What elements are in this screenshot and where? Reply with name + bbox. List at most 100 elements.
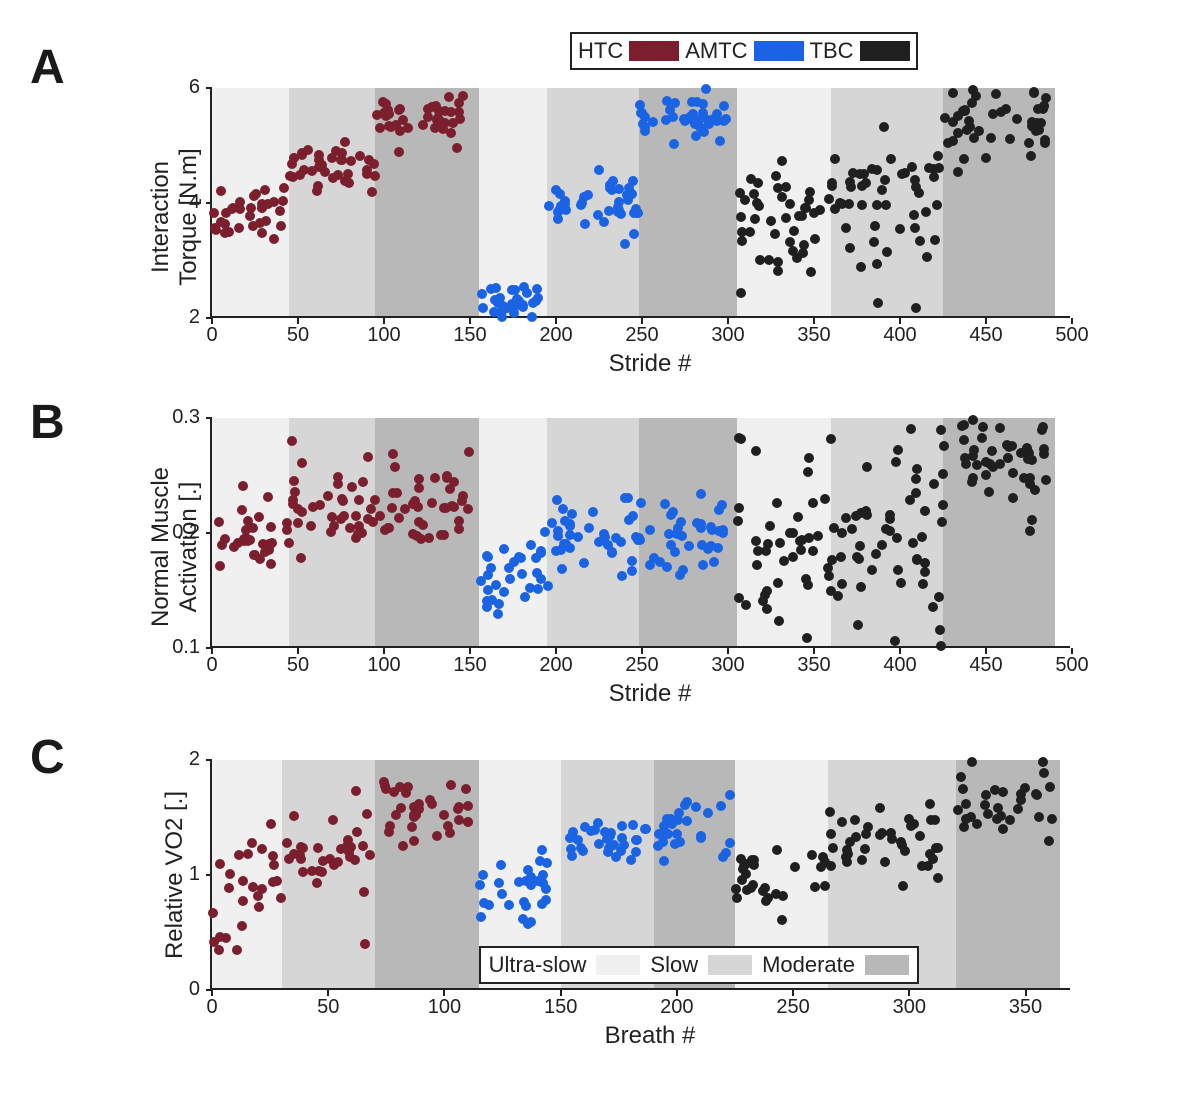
data-point xyxy=(350,855,360,865)
data-point xyxy=(667,819,677,829)
data-point xyxy=(497,889,507,899)
data-point xyxy=(499,544,509,554)
data-point xyxy=(287,436,297,446)
x-tick: 400 xyxy=(880,654,920,677)
x-tick: 150 xyxy=(541,996,581,1019)
data-point xyxy=(932,200,942,210)
data-point xyxy=(245,211,255,221)
data-point xyxy=(627,566,637,576)
data-point xyxy=(972,460,982,470)
legend-label-tbc: TBC xyxy=(810,38,854,64)
data-point xyxy=(215,561,225,571)
data-point xyxy=(993,803,1003,813)
chart-c: Ultra-slowSlowModerate012050100150200250… xyxy=(210,760,1070,990)
data-point xyxy=(537,899,547,909)
data-point xyxy=(308,502,318,512)
data-point xyxy=(616,537,626,547)
x-axis-label: Stride # xyxy=(580,680,720,708)
data-point xyxy=(837,579,847,589)
x-tick: 50 xyxy=(278,654,318,677)
data-point xyxy=(936,425,946,435)
data-point xyxy=(241,533,251,543)
x-tick: 350 xyxy=(794,654,834,677)
data-point xyxy=(754,201,764,211)
x-tick: 500 xyxy=(1052,324,1092,347)
data-point xyxy=(430,473,440,483)
data-point xyxy=(486,284,496,294)
data-point xyxy=(362,809,372,819)
data-point xyxy=(1029,87,1039,97)
data-point xyxy=(234,850,244,860)
data-point xyxy=(880,175,890,185)
data-point xyxy=(519,282,529,292)
data-point xyxy=(736,212,746,222)
data-point xyxy=(712,116,722,126)
data-point xyxy=(268,851,278,861)
data-point xyxy=(214,517,224,527)
data-point xyxy=(682,816,692,826)
data-point xyxy=(276,221,286,231)
data-point xyxy=(269,197,279,207)
data-point xyxy=(453,804,463,814)
data-point xyxy=(493,296,503,306)
data-point xyxy=(514,877,524,887)
x-tick: 200 xyxy=(536,324,576,347)
data-point xyxy=(967,477,977,487)
data-point xyxy=(863,822,873,832)
data-point xyxy=(928,602,938,612)
data-point xyxy=(715,136,725,146)
data-point xyxy=(215,859,225,869)
data-point xyxy=(772,498,782,508)
data-point xyxy=(408,499,418,509)
data-point xyxy=(771,171,781,181)
data-point xyxy=(394,513,404,523)
data-point xyxy=(810,234,820,244)
data-point xyxy=(314,155,324,165)
data-point xyxy=(363,452,373,462)
data-point xyxy=(1008,468,1018,478)
data-point xyxy=(774,616,784,626)
speed-legend: Ultra-slowSlowModerate xyxy=(479,946,919,984)
data-point xyxy=(824,571,834,581)
data-point xyxy=(272,876,282,886)
data-point xyxy=(709,557,719,567)
data-point xyxy=(533,293,543,303)
data-point xyxy=(1016,795,1026,805)
data-point xyxy=(755,255,765,265)
x-tick: 200 xyxy=(536,654,576,677)
data-point xyxy=(478,303,488,313)
data-point xyxy=(1024,138,1034,148)
data-point xyxy=(862,510,872,520)
x-tick: 50 xyxy=(308,996,348,1019)
data-point xyxy=(934,163,944,173)
data-point xyxy=(627,189,637,199)
data-point xyxy=(634,533,644,543)
data-point xyxy=(391,810,401,820)
data-point xyxy=(837,817,847,827)
data-point xyxy=(751,446,761,456)
data-point xyxy=(441,503,451,513)
data-point xyxy=(859,169,869,179)
x-tick: 500 xyxy=(1052,654,1092,677)
x-tick: 100 xyxy=(364,654,404,677)
data-point xyxy=(706,541,716,551)
data-point xyxy=(261,216,271,226)
data-point xyxy=(873,298,883,308)
data-point xyxy=(703,808,713,818)
data-point xyxy=(909,210,919,220)
data-point xyxy=(518,302,528,312)
speed-legend-swatch xyxy=(865,955,909,975)
data-point xyxy=(483,570,493,580)
data-point xyxy=(803,467,813,477)
data-point xyxy=(912,555,922,565)
data-point xyxy=(532,284,542,294)
data-point xyxy=(826,829,836,839)
data-point xyxy=(855,541,865,551)
data-point xyxy=(871,549,881,559)
x-tick: 100 xyxy=(364,324,404,347)
data-point xyxy=(660,499,670,509)
data-point xyxy=(257,228,267,238)
data-point xyxy=(911,474,921,484)
data-point xyxy=(818,852,828,862)
data-point xyxy=(461,784,471,794)
